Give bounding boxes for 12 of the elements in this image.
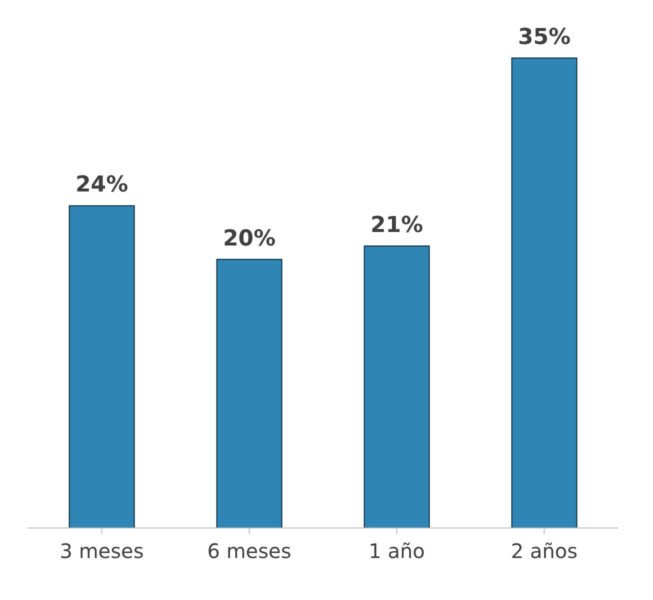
x-tick-label: 6 meses <box>207 539 292 564</box>
data-label: 24% <box>75 172 128 198</box>
data-label: 35% <box>518 25 571 50</box>
data-label: 20% <box>222 226 276 252</box>
bar <box>364 246 430 528</box>
bar <box>68 205 135 528</box>
data-label: 21% <box>370 213 424 238</box>
bar <box>511 58 578 528</box>
bar <box>216 258 282 528</box>
x-tick-label: 2 años <box>510 539 578 564</box>
x-tick-label: 1 año <box>368 539 425 564</box>
x-tick-label: 3 meses <box>60 539 144 564</box>
